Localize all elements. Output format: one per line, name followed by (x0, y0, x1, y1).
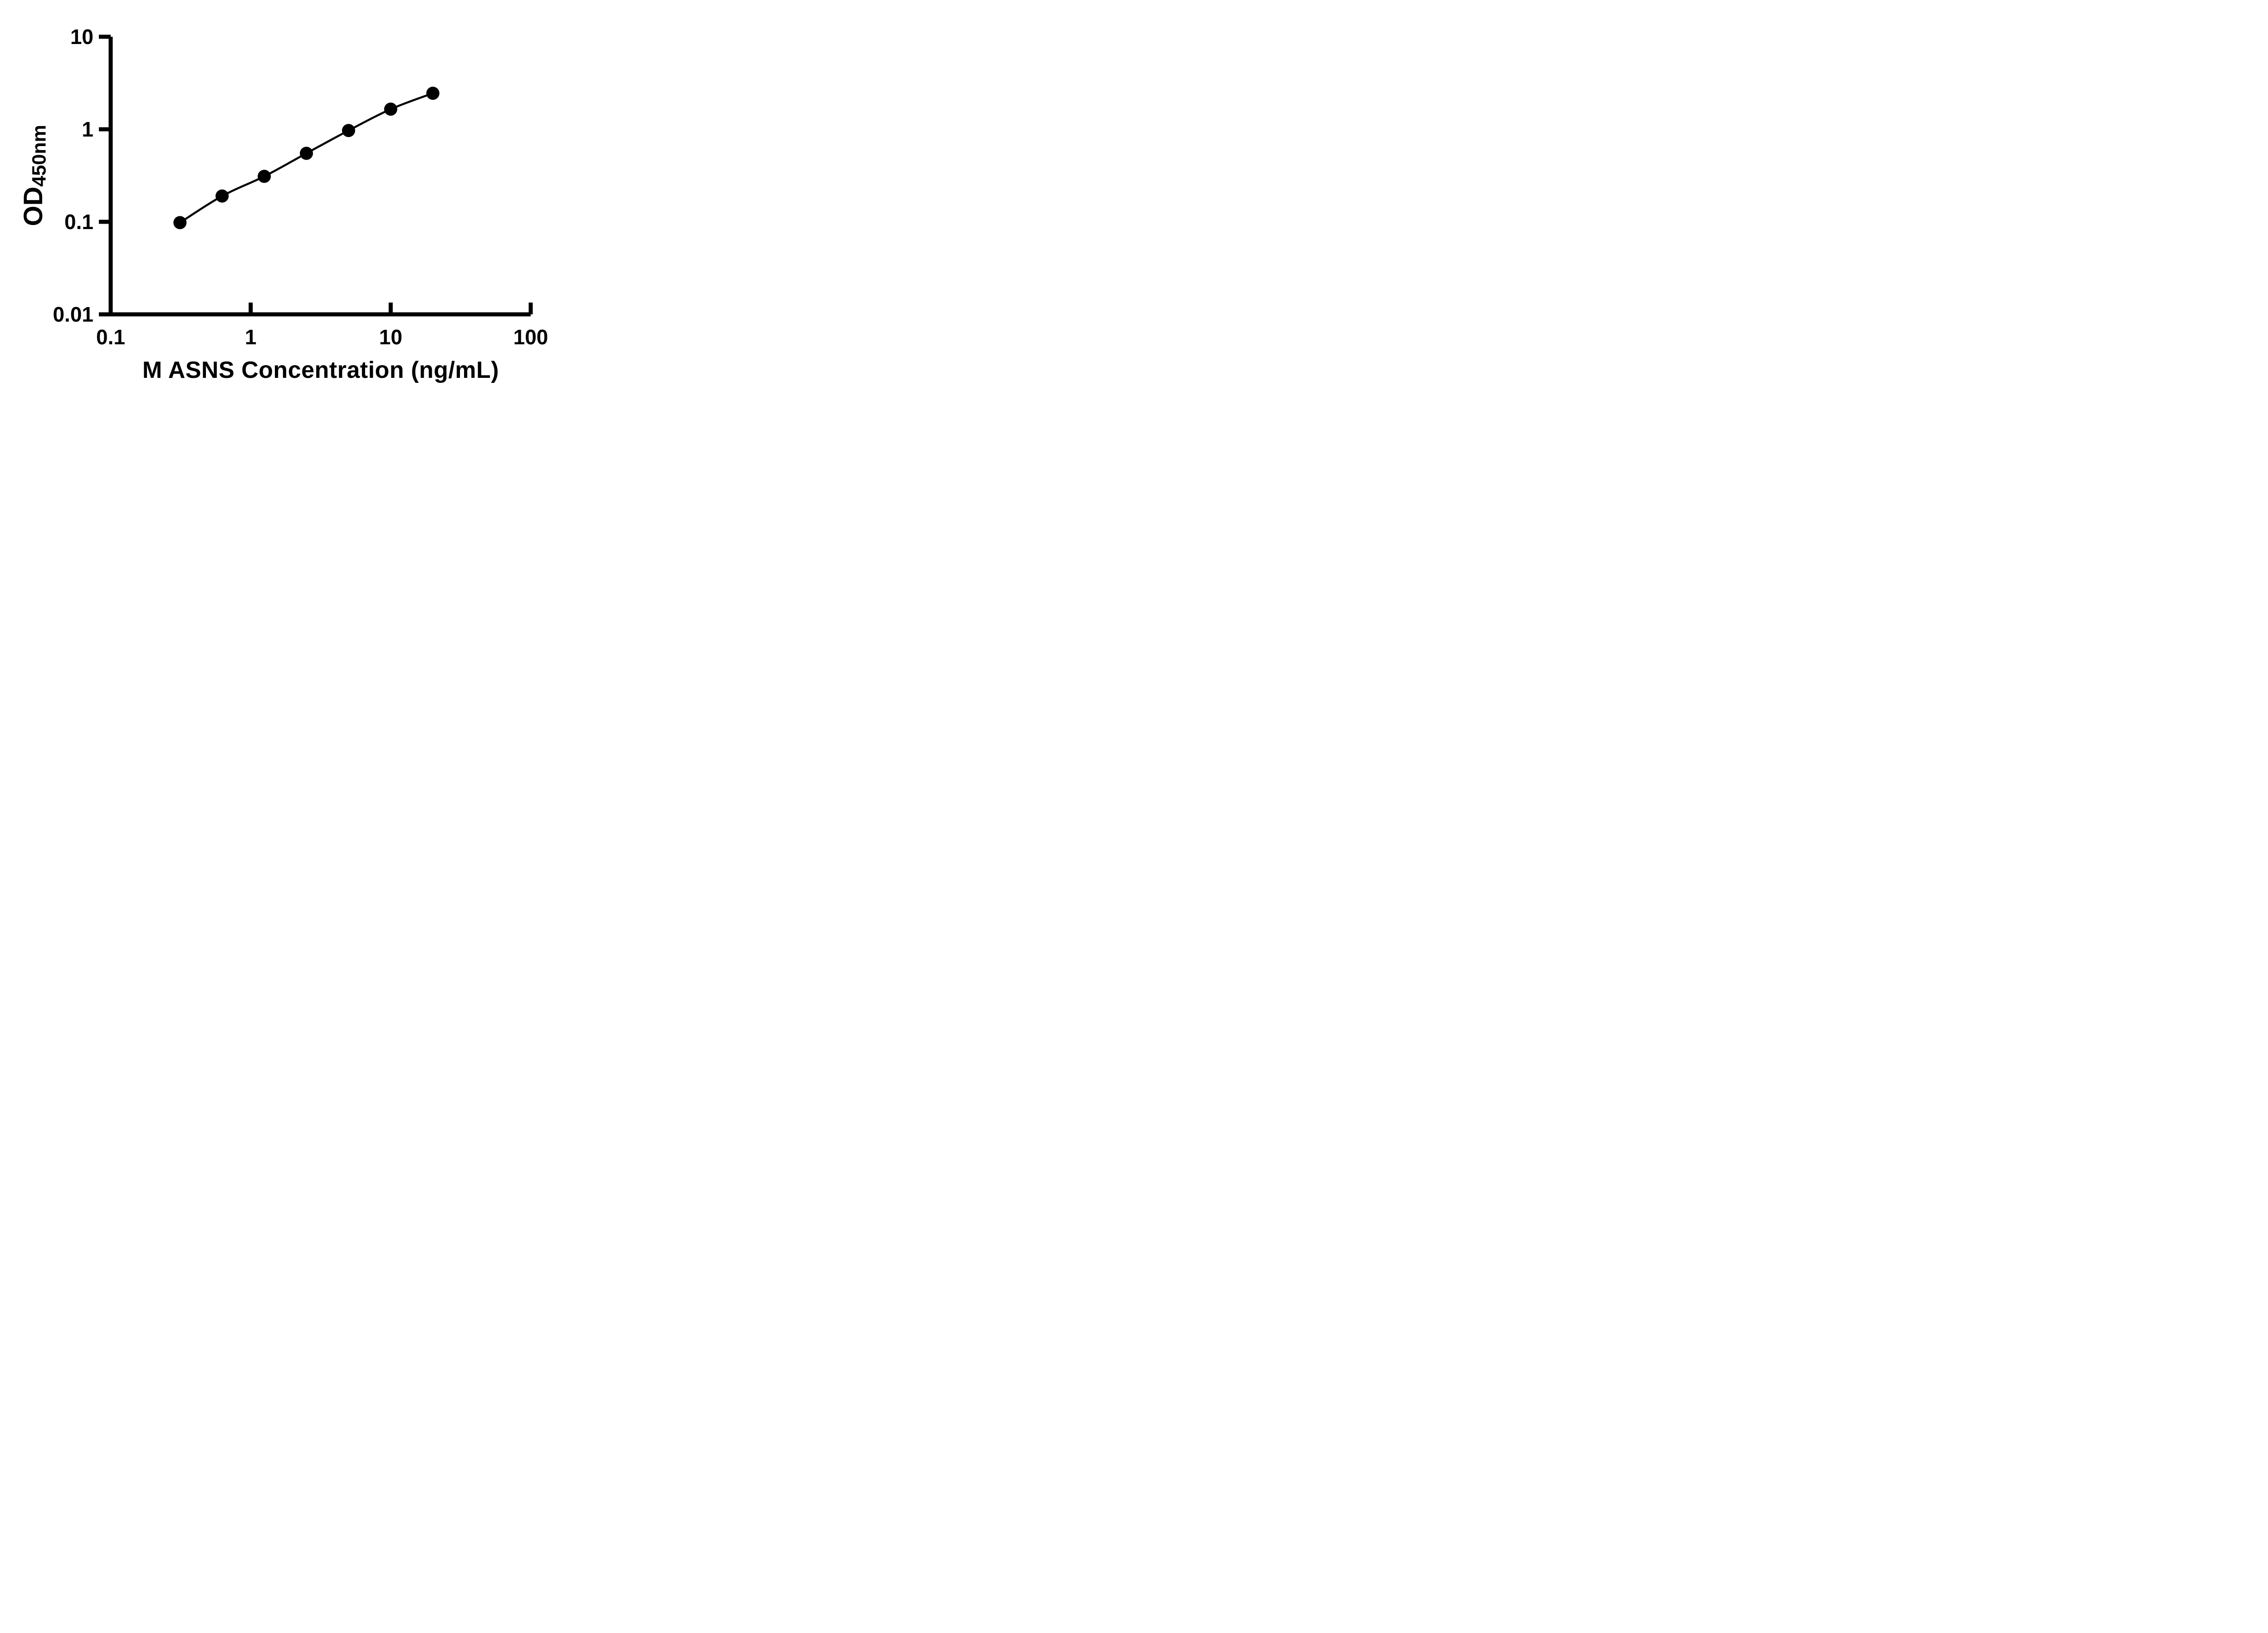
data-point-marker (426, 87, 440, 100)
elisa-standard-curve-figure: 0.1 1 10 100 0.01 0.1 1 10 OD450nm M ASNS Conce… (0, 0, 583, 408)
data-point-marker (299, 147, 313, 160)
x-axis-tick-label: 1 (245, 325, 257, 349)
y-axis-tick-label: 0.1 (64, 210, 93, 234)
data-point-marker (215, 189, 229, 203)
data-point-marker (342, 124, 355, 137)
axis-line (108, 37, 531, 317)
y-axis-tick-label: 10 (70, 25, 93, 49)
y-axis-tick-label: 1 (82, 117, 93, 141)
y-axis-tick-label: 0.01 (53, 303, 93, 326)
x-axis-title: M ASNS Concentration (ng/mL) (142, 357, 499, 383)
x-axis-tick-label: 0.1 (96, 325, 125, 349)
data-point-marker (384, 103, 397, 116)
data-point-marker (173, 216, 187, 230)
x-axis-tick-label: 10 (379, 325, 402, 349)
x-axis-tick-label: 100 (513, 325, 548, 349)
data-point-marker (258, 170, 271, 183)
